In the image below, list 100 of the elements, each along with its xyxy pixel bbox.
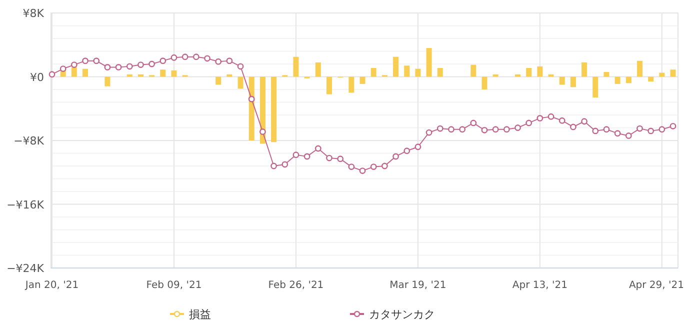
point [436,125,444,132]
bar [238,76,244,89]
bar [348,76,354,93]
bar [592,76,598,98]
bar [404,66,410,77]
point [115,64,122,70]
point [270,162,277,170]
x-tick-label: Mar 19, '21 [390,280,446,291]
point [370,164,377,170]
point [359,168,366,174]
bar [614,76,620,84]
point [514,124,521,131]
point [614,130,621,137]
bar [138,74,144,77]
point [592,128,599,134]
bar [71,67,77,77]
point [548,113,554,120]
x-tick-label: Feb 09, '21 [146,280,202,291]
point [170,54,178,61]
point [248,96,255,102]
bar [360,76,366,84]
point [348,164,355,170]
bar [82,68,88,77]
bar [482,76,488,90]
bar [415,68,421,77]
point [448,126,454,133]
bar [582,62,588,77]
point [404,148,410,154]
point [326,154,332,162]
bar [515,74,520,77]
bar [492,74,498,77]
bar [315,62,321,77]
point [304,153,310,160]
bar [393,56,399,77]
point [581,118,588,125]
point [282,161,288,168]
x-tick-label: Feb 26, '21 [268,280,324,291]
point [192,54,200,60]
point [392,153,399,160]
point [603,126,610,133]
point [93,58,100,64]
bar [648,76,654,82]
point [470,120,477,126]
point [60,66,66,72]
point [215,58,222,65]
point [481,126,488,134]
bar [548,74,554,77]
bar [271,76,277,142]
point [570,124,576,130]
bar [226,74,232,77]
point [138,62,144,68]
y-tick-label: −¥24K [6,262,45,275]
x-tick-label: Jan 20, '21 [24,280,79,291]
point [492,126,499,133]
bar [604,72,610,77]
legend-label: 損益 [189,308,211,321]
point [636,125,643,132]
point [381,162,388,170]
point [48,71,56,78]
bar [326,76,332,94]
bar [559,76,565,85]
bar [526,68,532,77]
y-tick-label: −¥8K [14,134,45,148]
bar [426,48,432,77]
bar [670,70,676,77]
point [259,128,266,135]
point [426,129,432,136]
point [314,145,322,152]
point [70,62,78,68]
point [292,152,300,158]
bar [537,66,543,77]
point [337,156,344,162]
legend-label: カタサンカク [369,308,435,321]
point [226,58,233,64]
bar [293,56,299,77]
x-tick-label: Apr 13, '21 [512,280,568,291]
y-tick-label: ¥8K [22,7,45,20]
bar [370,68,376,77]
y-tick-label: ¥0 [30,70,44,84]
bar [626,76,632,84]
point [104,64,111,70]
point [237,63,244,70]
bar [659,72,665,77]
point [625,132,632,139]
point [204,55,210,62]
point [558,117,566,124]
y-tick-label: −¥16K [6,198,45,212]
point [182,54,188,60]
bar [126,74,132,77]
point [414,144,422,150]
bar [171,70,177,77]
point [526,120,532,126]
point [126,63,133,70]
point [658,126,666,133]
bar [636,60,642,77]
point [459,126,466,133]
point [670,122,676,130]
point [648,128,654,134]
bar [216,76,222,85]
point [82,58,88,64]
